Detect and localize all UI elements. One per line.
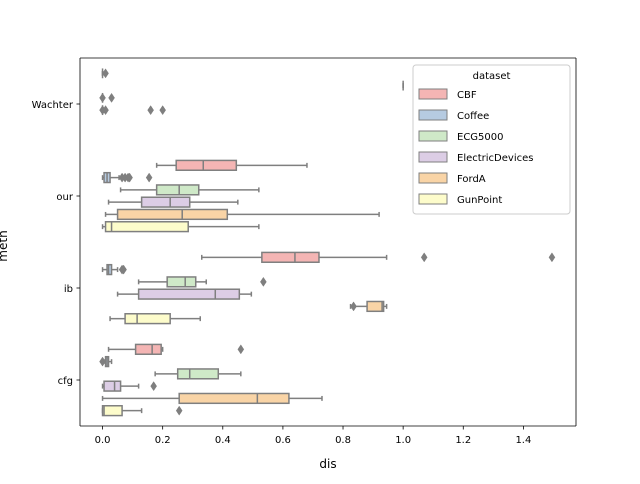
outlier-point [147, 105, 154, 116]
box-cfg-CBF [107, 343, 245, 355]
box-cfg-GunPoint [101, 405, 183, 417]
box-our-FordA [104, 208, 380, 221]
legend-swatch [418, 88, 448, 100]
x-tick-label: 0.6 [275, 435, 291, 446]
legend-swatch [418, 172, 448, 184]
y-tick-label: Wachter [32, 100, 74, 111]
outlier-point [99, 356, 106, 367]
outlier-point [350, 301, 357, 312]
y-axis-label: meth [0, 230, 10, 261]
legend-title: dataset [473, 71, 511, 82]
legend-swatch [418, 151, 448, 163]
box-iqr [104, 221, 189, 233]
legend-label: CBF [457, 90, 477, 101]
outlier-point [175, 405, 183, 416]
x-axis-label: dis [319, 457, 336, 471]
legend-entry-CBF: CBF [418, 88, 477, 101]
box-iqr [140, 196, 191, 208]
axes: 0.0 0.2 0.4 0.6 0.8 1.0 1.2 1.4 Wachter our ib cfg [32, 57, 577, 446]
outlier-point [548, 252, 556, 263]
box-Wachter-CBF [101, 68, 109, 79]
box-iqr [155, 184, 200, 196]
x-tick-label: 0.2 [155, 435, 171, 446]
legend-entry-ECG5000: ECG5000 [418, 130, 504, 143]
outlier-point [260, 276, 267, 287]
outlier-point [150, 381, 157, 392]
box-ib-ElectricDevices [116, 288, 253, 300]
box-iqr [116, 208, 229, 221]
box-iqr [176, 368, 220, 380]
legend-swatch [418, 109, 448, 121]
legend-label: ECG5000 [457, 132, 504, 143]
box-cfg-FordA [101, 392, 323, 405]
outlier-point [237, 344, 245, 355]
x-tick-label: 1.4 [515, 435, 531, 446]
box-iqr [137, 288, 241, 300]
box-Wachter-ECG5000 [99, 92, 115, 103]
outlier-point [102, 105, 109, 116]
box-iqr [124, 313, 171, 325]
outlier-point [99, 92, 106, 103]
legend-entry-Coffee: Coffee [418, 109, 489, 122]
outlier-point [120, 264, 127, 275]
box-iqr [106, 263, 113, 276]
legend-label: Coffee [457, 111, 489, 122]
box-our-ElectricDevices [107, 196, 239, 208]
box-iqr [166, 276, 197, 288]
y-tick-label: our [56, 192, 73, 203]
box-ib-FordA [349, 300, 388, 313]
outlier-point [126, 172, 133, 183]
box-our-CBF [155, 159, 308, 171]
legend: dataset CBF Coffee ECG5000 ElectricDevices Fo… [412, 64, 571, 215]
box-our-Coffee [101, 171, 153, 184]
legend-swatch [418, 130, 448, 142]
box-ib-ECG5000 [137, 276, 267, 288]
outlier-point [108, 92, 115, 103]
box-iqr [366, 300, 385, 313]
outlier-point [420, 252, 428, 263]
box-ib-CBF [200, 251, 556, 263]
box-our-GunPoint [101, 221, 260, 233]
legend-entry-ElectricDevices: ElectricDevices [418, 151, 533, 164]
box-our-ECG5000 [119, 184, 260, 196]
legend-swatch [418, 193, 448, 205]
box-ib-Coffee [101, 263, 127, 276]
legend-entry-FordA: FordA [418, 172, 486, 185]
box-cfg-ECG5000 [154, 368, 242, 380]
box-iqr [175, 159, 238, 171]
box-iqr [261, 251, 320, 263]
plot-area [99, 68, 556, 417]
box-cfg-ElectricDevices [101, 380, 157, 392]
outlier-point [159, 105, 166, 116]
legend-frame [412, 64, 571, 215]
box-iqr [134, 343, 162, 355]
legend-label: GunPoint [457, 195, 502, 206]
x-tick-label: 1.2 [455, 435, 471, 446]
box-iqr [178, 392, 290, 405]
outlier-point [102, 68, 109, 79]
outlier-point [145, 172, 153, 183]
legend-label: ElectricDevices [457, 153, 533, 164]
box-ib-GunPoint [109, 313, 201, 325]
x-tick-label: 0.4 [215, 435, 231, 446]
x-tick-label: 1.0 [395, 435, 411, 446]
legend-entry-GunPoint: GunPoint [418, 193, 502, 206]
box-iqr [101, 405, 123, 417]
y-tick-label: ib [64, 284, 73, 295]
x-tick-label: 0.8 [335, 435, 351, 446]
box-iqr [103, 380, 122, 392]
y-tick-label: cfg [58, 376, 73, 387]
legend-label: FordA [457, 174, 486, 185]
x-tick-label: 0.0 [95, 435, 111, 446]
box-Wachter-ElectricDevices [99, 105, 166, 116]
box-cfg-Coffee [99, 355, 113, 368]
